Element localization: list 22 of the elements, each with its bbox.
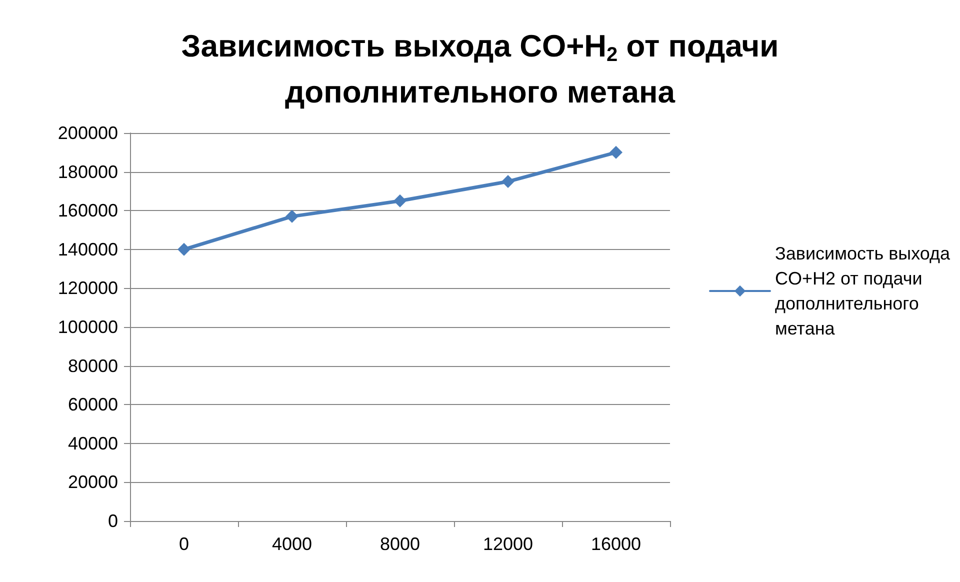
point [610,146,622,159]
point [502,175,514,188]
y-tick-label: 100000 [58,317,118,337]
y-tick-label: 180000 [58,162,118,182]
y-tick-label: 140000 [58,239,118,260]
y-tick-label: 200000 [58,123,118,143]
legend-label: Зависимость выхода CO+H2 от подачи дополнительного метана [775,244,951,338]
y-tick-label: 160000 [58,200,118,221]
x-tick-label: 16000 [590,534,642,554]
x-tick-label: 8000 [380,534,420,554]
point [178,242,190,256]
x-tick-label: 12000 [482,534,534,554]
x-tick-label: 4000 [272,534,312,554]
y-tick-label: 120000 [58,278,118,298]
point [286,210,298,223]
x-tick-label: 0 [178,534,190,554]
point [394,194,406,208]
y-tick-label: 80000 [68,356,118,376]
y-tick-label: 60000 [68,394,118,415]
y-tick-label: 40000 [68,433,118,454]
y-tick-label: 0 [108,511,118,531]
y-tick-label: 20000 [68,472,118,492]
